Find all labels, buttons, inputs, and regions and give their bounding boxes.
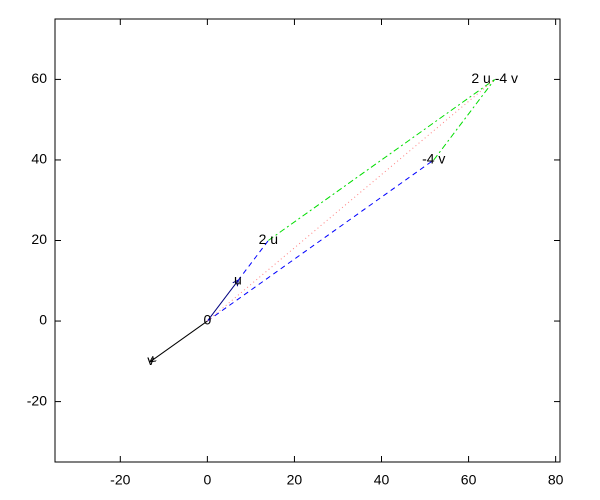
- point-label: u: [234, 271, 242, 287]
- x-tick-label: -20: [110, 472, 130, 488]
- x-tick-label: 80: [548, 472, 564, 488]
- x-tick-label: 40: [374, 472, 390, 488]
- y-tick-label: 0: [39, 312, 47, 328]
- point-label: v: [147, 352, 154, 368]
- x-tick-label: 60: [461, 472, 477, 488]
- y-tick-label: -20: [27, 392, 47, 408]
- point-label: 2 u -4 v: [471, 70, 518, 86]
- y-tick-label: 60: [31, 70, 47, 86]
- point-label: 2 u: [259, 231, 278, 247]
- x-tick-label: 20: [287, 472, 303, 488]
- vector-segment: [151, 320, 208, 361]
- x-tick-label: 0: [203, 472, 211, 488]
- vector-segment: [207, 79, 496, 322]
- vector-segment: [433, 79, 496, 161]
- y-tick-label: 40: [31, 151, 47, 167]
- vector-segment: [207, 159, 435, 322]
- point-label: 0: [203, 312, 211, 328]
- y-tick-label: 20: [31, 231, 47, 247]
- vector-segment: [268, 79, 495, 241]
- point-label: -4 v: [422, 151, 445, 167]
- vector-segment: [206, 281, 237, 322]
